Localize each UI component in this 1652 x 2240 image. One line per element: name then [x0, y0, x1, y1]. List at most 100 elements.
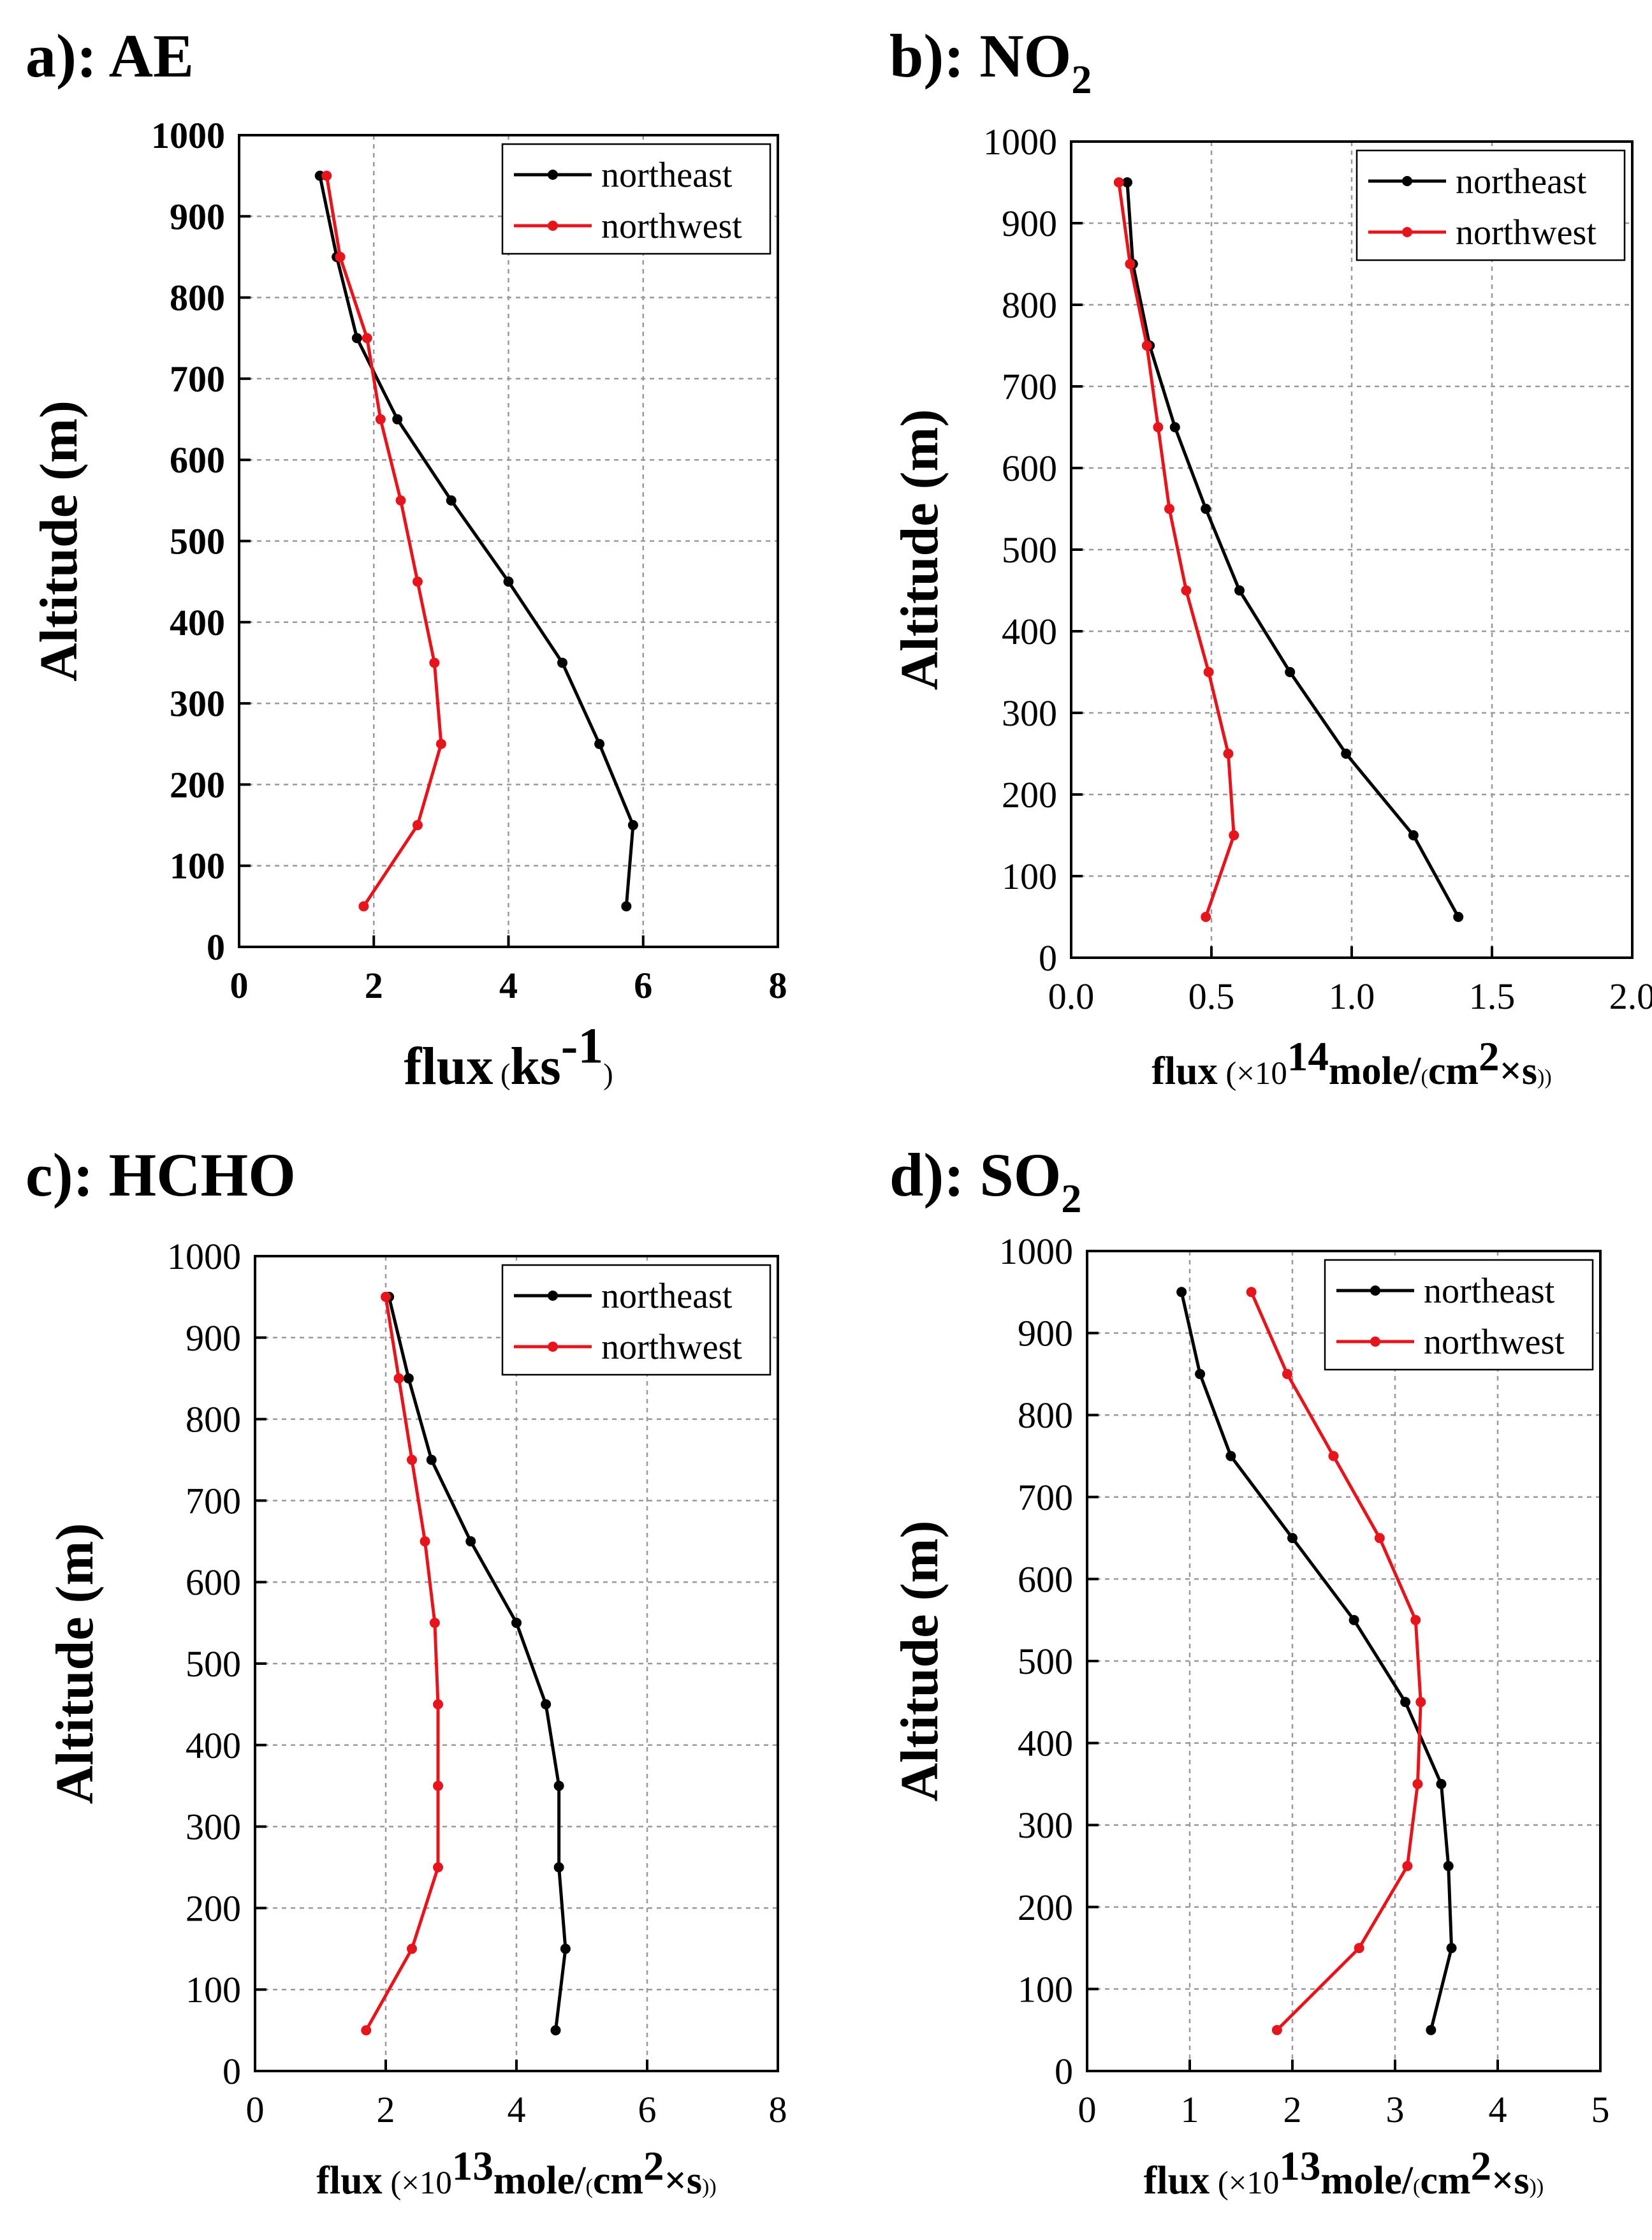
y-tick-label: 500	[1002, 529, 1057, 571]
data-point-northwest	[1282, 1368, 1292, 1379]
data-point-northeast	[511, 1618, 522, 1629]
data-point-northeast	[465, 1536, 476, 1547]
panel-title: a): AE	[26, 22, 194, 90]
y-tick-label: 400	[170, 602, 225, 643]
y-tick-label: 600	[186, 1562, 241, 1603]
legend-marker-northeast	[548, 1291, 558, 1301]
x-label-sup: 2	[643, 2143, 664, 2189]
legend-box	[1356, 149, 1626, 261]
data-point-northwest	[1141, 340, 1152, 351]
data-point-northeast	[1436, 1778, 1447, 1789]
y-tick-label: 0	[1039, 937, 1057, 979]
data-point-northwest	[362, 333, 372, 344]
y-axis-label: Altitude (m)	[890, 1521, 949, 1802]
data-point-northeast	[1122, 177, 1132, 187]
series-line-northwest	[1117, 182, 1236, 918]
x-label-mid: mole/	[1329, 1050, 1421, 1093]
y-tick-label: 1000	[999, 1231, 1073, 1272]
x-tick-label: 5	[1591, 2089, 1610, 2130]
x-label-close: ))	[1537, 1065, 1552, 1089]
data-point-northwest	[412, 576, 423, 587]
data-point-northwest	[1354, 1943, 1364, 1954]
data-point-northeast	[1287, 1533, 1297, 1544]
panel-title-text: a): AE	[26, 22, 194, 90]
x-label-main: flux	[316, 2159, 382, 2202]
x-label-main: flux	[1151, 1050, 1217, 1093]
y-tick-label: 100	[1018, 1968, 1073, 2010]
data-point-northwest	[1113, 177, 1124, 187]
y-tick-label: 700	[1018, 1477, 1073, 1518]
data-point-northeast	[503, 576, 514, 587]
x-tick-label: 0.5	[1188, 976, 1235, 1017]
x-label-tail: ×s	[664, 2159, 702, 2202]
x-label-paren: (	[1421, 1065, 1428, 1089]
x-label-paren: (	[1413, 2175, 1420, 2199]
legend-marker-northwest	[1370, 1336, 1380, 1347]
data-point-northeast	[1341, 749, 1352, 759]
x-label-prefix: (×10	[1218, 1055, 1287, 1091]
data-point-northwest	[1246, 1287, 1257, 1298]
x-label-main: flux	[1144, 2159, 1210, 2202]
series-line-northwest	[1250, 1291, 1422, 2031]
legend-marker-northeast	[548, 170, 558, 180]
x-tick-label: 2.0	[1609, 976, 1652, 1017]
x-tick-label: 1.5	[1469, 976, 1516, 1017]
y-tick-label: 300	[1002, 692, 1057, 734]
panel-title: b): NO2	[889, 22, 1092, 102]
x-label-paren: (	[585, 2175, 592, 2199]
data-point-northeast	[1443, 1861, 1454, 1871]
data-point-northeast	[557, 657, 567, 668]
data-point-northwest	[407, 1944, 417, 1954]
legend-marker-northeast	[1370, 1285, 1380, 1296]
x-label-mid: mole/	[493, 2159, 586, 2202]
series-line-northeast	[1125, 182, 1460, 918]
panel-title: d): SO2	[889, 1141, 1081, 1221]
y-tick-label: 800	[1018, 1395, 1073, 1436]
y-tick-label: 700	[170, 358, 225, 400]
x-label-exponent: 14	[1287, 1034, 1329, 1080]
data-point-northeast	[594, 738, 605, 749]
y-tick-label: 900	[1002, 203, 1057, 244]
data-point-northwest	[358, 901, 369, 912]
data-point-northeast	[1453, 912, 1464, 922]
legend-label-northwest: northwest	[601, 207, 742, 246]
data-point-northeast	[426, 1454, 437, 1465]
data-point-northeast	[1349, 1614, 1359, 1625]
panel-title-text: c): HCHO	[26, 1141, 296, 1209]
x-tick-label: 0	[1078, 2089, 1097, 2130]
y-tick-label: 400	[1018, 1723, 1073, 1764]
x-tick-label: 4	[508, 2089, 526, 2130]
data-point-northwest	[1125, 259, 1136, 269]
data-point-northeast	[621, 901, 632, 912]
y-tick-label: 700	[1002, 366, 1057, 407]
data-point-northeast	[1176, 1287, 1187, 1298]
y-tick-label: 300	[1018, 1804, 1073, 1846]
x-tick-label: 2	[1283, 2089, 1302, 2130]
x-tick-label: 0	[230, 965, 249, 1006]
data-point-northwest	[420, 1536, 430, 1547]
data-point-northeast	[1285, 667, 1296, 677]
x-tick-label: 3	[1386, 2089, 1405, 2130]
y-tick-label: 1000	[983, 121, 1057, 163]
y-tick-label: 400	[186, 1725, 241, 1766]
series-line-northeast	[1180, 1291, 1454, 2031]
data-point-northeast	[446, 495, 457, 506]
data-point-northeast	[1225, 1451, 1236, 1461]
data-point-northwest	[1402, 1861, 1413, 1871]
data-point-northwest	[1229, 830, 1239, 840]
data-point-northwest	[1328, 1451, 1339, 1461]
y-tick-label: 200	[186, 1887, 241, 1929]
x-label-unit: cm	[1420, 2159, 1470, 2202]
legend-label-northeast: northeast	[601, 1277, 733, 1316]
legend-marker-northwest	[1402, 227, 1412, 237]
data-point-northwest	[1223, 749, 1234, 759]
series-line-northwest	[325, 175, 443, 907]
legend-box	[501, 1264, 771, 1376]
data-point-northwest	[1410, 1614, 1421, 1625]
data-point-northwest	[412, 820, 423, 831]
y-tick-label: 300	[186, 1806, 241, 1848]
data-point-northwest	[381, 1291, 391, 1302]
y-tick-label: 500	[186, 1643, 241, 1685]
